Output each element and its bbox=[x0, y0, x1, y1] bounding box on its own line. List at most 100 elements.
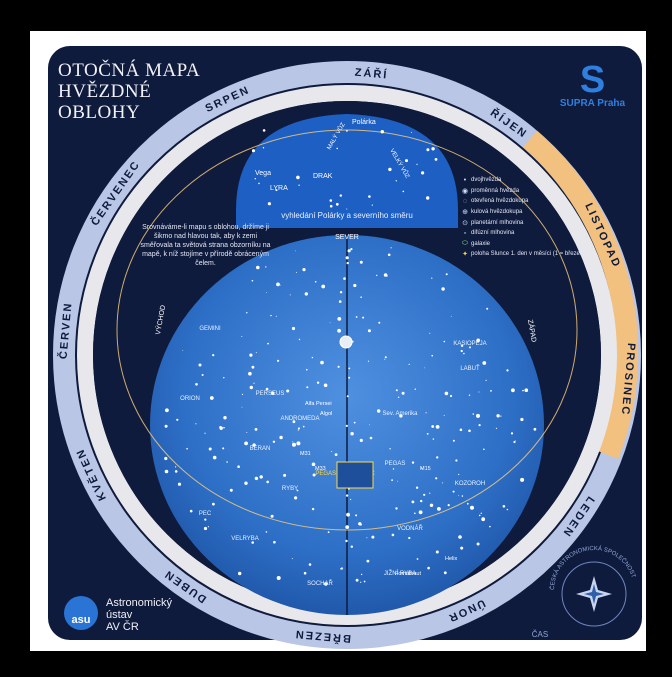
institute-line-3: AV ČR bbox=[106, 621, 139, 633]
polaris-window-star bbox=[251, 149, 256, 153]
star bbox=[480, 512, 482, 514]
star bbox=[308, 563, 312, 566]
star bbox=[203, 526, 208, 531]
hour-ring[interactable] bbox=[77, 85, 617, 625]
star bbox=[461, 495, 464, 497]
star bbox=[424, 367, 426, 369]
star bbox=[347, 249, 351, 253]
star bbox=[401, 391, 405, 395]
star bbox=[327, 531, 330, 534]
polaris-window-star bbox=[395, 180, 397, 182]
star bbox=[177, 482, 182, 486]
star bbox=[513, 440, 516, 444]
object-label: M33 bbox=[315, 466, 326, 472]
star bbox=[476, 542, 480, 546]
polaris-label-drak: DRAK bbox=[313, 173, 333, 180]
star bbox=[198, 363, 202, 367]
star bbox=[292, 420, 296, 424]
star bbox=[426, 433, 429, 435]
star bbox=[277, 359, 280, 362]
polaris-window-star bbox=[254, 178, 256, 180]
star bbox=[425, 412, 427, 414]
map-title: OTOČNÁ MAPA HVĚZDNÉ OBLOHY bbox=[58, 60, 200, 123]
direction-west: ZÁPAD bbox=[526, 319, 539, 343]
star bbox=[363, 580, 366, 583]
star bbox=[432, 438, 435, 440]
star bbox=[294, 496, 298, 500]
star bbox=[458, 473, 460, 476]
pivot-rivet[interactable] bbox=[339, 335, 353, 349]
star bbox=[353, 283, 357, 288]
star bbox=[207, 526, 209, 528]
polaris-label-vega: Vega bbox=[255, 170, 271, 177]
star bbox=[174, 470, 178, 473]
star bbox=[435, 477, 438, 480]
star bbox=[485, 379, 487, 381]
star bbox=[329, 322, 331, 324]
constellation-label: JIŽNÍ RYBA bbox=[384, 569, 416, 577]
star bbox=[420, 499, 423, 503]
star bbox=[337, 317, 342, 321]
direction-east: VÝCHOD bbox=[153, 304, 167, 335]
planetary-nebula-icon: ⊙ bbox=[462, 219, 468, 227]
star bbox=[275, 315, 277, 317]
polaris-window-star bbox=[298, 184, 300, 186]
star-field bbox=[164, 129, 537, 586]
star bbox=[351, 340, 354, 343]
polaris-window-star bbox=[262, 129, 266, 132]
star bbox=[450, 315, 452, 317]
polaris-window-star bbox=[368, 195, 371, 198]
star bbox=[389, 448, 391, 450]
legend-label: poloha Slunce 1. den v měsíci (1 = březe… bbox=[471, 251, 586, 258]
institute-name: Astronomický ústav AV ČR bbox=[106, 597, 172, 633]
star bbox=[246, 312, 248, 314]
constellation-label: PEC bbox=[199, 511, 212, 517]
star bbox=[251, 279, 254, 282]
star bbox=[350, 248, 353, 251]
star bbox=[340, 568, 342, 570]
star bbox=[522, 389, 524, 392]
polaris-window-star bbox=[275, 189, 278, 192]
star bbox=[270, 514, 274, 518]
constellation-label: GEMINI bbox=[199, 326, 221, 332]
polaris-window-star bbox=[434, 158, 438, 161]
star bbox=[265, 531, 268, 533]
star bbox=[312, 473, 316, 477]
star bbox=[289, 294, 291, 296]
star bbox=[355, 316, 358, 318]
star bbox=[340, 567, 343, 570]
star bbox=[296, 489, 299, 492]
star bbox=[195, 423, 197, 425]
star bbox=[270, 314, 272, 317]
star bbox=[452, 490, 455, 493]
title-line-2: HVĚZDNÉ bbox=[58, 81, 152, 102]
star bbox=[362, 316, 365, 319]
star bbox=[408, 363, 410, 365]
legend-label: galaxie bbox=[471, 240, 491, 247]
star bbox=[345, 525, 350, 529]
star bbox=[514, 440, 516, 441]
title-line-1: OTOČNÁ MAPA bbox=[58, 60, 201, 81]
usage-instructions: Srovnáváme-li mapu s oblohou, držíme ji … bbox=[140, 224, 271, 267]
star bbox=[421, 467, 423, 469]
polaris-window-star bbox=[339, 194, 342, 197]
star bbox=[241, 336, 243, 337]
star bbox=[390, 247, 392, 249]
polaris-window-star bbox=[388, 167, 392, 172]
star bbox=[350, 498, 352, 501]
star bbox=[495, 427, 498, 429]
star bbox=[466, 502, 469, 505]
constellation-label: KOZOROH bbox=[455, 481, 485, 487]
star bbox=[345, 424, 348, 427]
star bbox=[259, 475, 263, 479]
star bbox=[429, 332, 431, 334]
object-label: Fomalhaut bbox=[395, 571, 421, 577]
star bbox=[469, 346, 471, 349]
star bbox=[212, 354, 215, 357]
object-label: Algol bbox=[320, 411, 332, 417]
star bbox=[367, 329, 371, 333]
polaris-window-star bbox=[296, 175, 300, 180]
asu-logo: asu bbox=[64, 596, 98, 630]
star bbox=[306, 368, 308, 371]
star bbox=[427, 566, 430, 570]
